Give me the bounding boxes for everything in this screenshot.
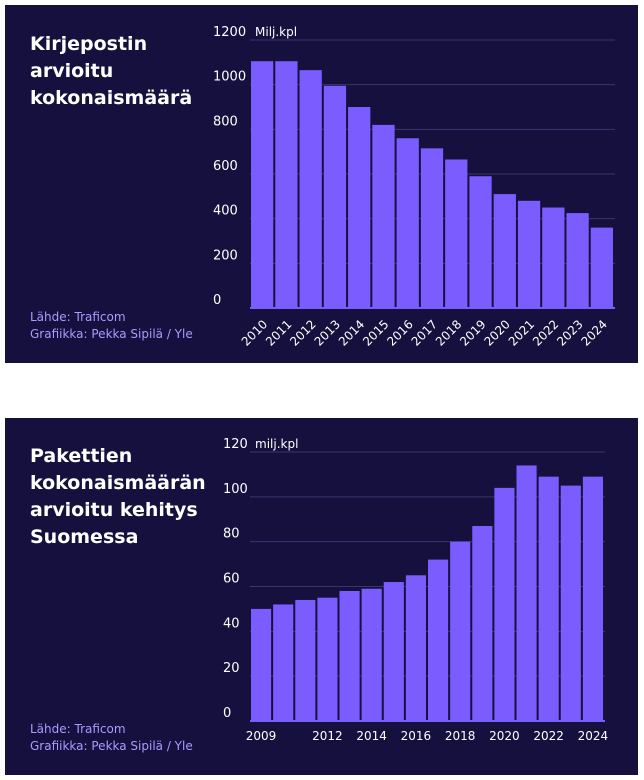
x-tick-label: 2022 bbox=[533, 729, 564, 743]
x-tick-label: 2016 bbox=[401, 729, 432, 743]
bar-2014 bbox=[348, 107, 371, 308]
chart-title: Pakettien kokonaismäärän arvioitu kehity… bbox=[30, 443, 210, 551]
title-line: Kirjepostin bbox=[30, 33, 148, 55]
bar-2011 bbox=[275, 61, 298, 308]
bar-2018 bbox=[445, 159, 468, 308]
bar-2022 bbox=[538, 476, 559, 721]
y-tick-label: 1200 bbox=[213, 25, 246, 40]
y-tick-label: 40 bbox=[223, 616, 240, 631]
y-tick-label: 600 bbox=[213, 159, 238, 174]
x-tick-label: 2012 bbox=[312, 729, 343, 743]
bar-2012 bbox=[299, 70, 322, 309]
bar-2019 bbox=[469, 176, 492, 308]
bar-2015 bbox=[372, 124, 395, 308]
y-tick-label: 60 bbox=[223, 572, 240, 587]
x-tick-label: 2014 bbox=[336, 317, 367, 348]
x-tick-label: 2018 bbox=[445, 729, 476, 743]
bar-2021 bbox=[516, 465, 537, 721]
unit-label: Milj.kpl bbox=[255, 25, 297, 39]
title-line: Suomessa bbox=[30, 526, 139, 548]
bar-2011 bbox=[295, 599, 316, 721]
y-tick-label: 800 bbox=[213, 114, 238, 129]
credit-text: Grafiikka: Pekka Sipilä / Yle bbox=[30, 739, 193, 753]
title-line: Pakettien bbox=[30, 445, 133, 467]
x-tick-label: 2014 bbox=[356, 729, 387, 743]
title-line: arvioitu kehitys bbox=[30, 499, 198, 521]
source-note: Lähde: Traficom Grafiikka: Pekka Sipilä … bbox=[30, 721, 193, 755]
x-tick-label: 2022 bbox=[530, 317, 561, 348]
bar-2012 bbox=[317, 597, 338, 721]
bar-2009 bbox=[251, 608, 272, 721]
title-line: kokonaismäärän bbox=[30, 472, 206, 494]
x-tick-label: 2015 bbox=[360, 317, 391, 348]
y-tick-label: 400 bbox=[213, 204, 238, 219]
credit-text: Grafiikka: Pekka Sipilä / Yle bbox=[30, 327, 193, 341]
source-text: Lähde: Traficom bbox=[30, 310, 126, 324]
y-tick-label: 200 bbox=[213, 248, 238, 263]
y-tick-label: 100 bbox=[223, 482, 248, 497]
bar-2022 bbox=[542, 207, 565, 308]
bar-2017 bbox=[428, 559, 449, 721]
source-text: Lähde: Traficom bbox=[30, 722, 126, 736]
bar-2024 bbox=[590, 227, 613, 308]
x-tick-label: 2012 bbox=[287, 317, 318, 348]
parcel-bar-chart: 0 20 40 60 80 100 120 milj.kpl 2009 2012 2014 2016 2… bbox=[223, 437, 609, 743]
x-tick-label: 2018 bbox=[433, 317, 464, 348]
y-tick-label: 0 bbox=[223, 706, 231, 721]
bar-2010 bbox=[273, 604, 294, 721]
bar-2019 bbox=[472, 525, 493, 721]
x-tick-label: 2023 bbox=[554, 317, 585, 348]
x-tick-label: 2016 bbox=[384, 317, 415, 348]
y-tick-label: 20 bbox=[223, 661, 240, 676]
y-tick-label: 1000 bbox=[213, 70, 246, 85]
bar-2015 bbox=[383, 582, 404, 721]
x-tick-label: 2010 bbox=[239, 317, 270, 348]
unit-label: milj.kpl bbox=[255, 437, 298, 451]
parcel-chart-panel: Pakettien kokonaismäärän arvioitu kehity… bbox=[5, 418, 638, 775]
x-tick-label: 2017 bbox=[409, 317, 440, 348]
letter-post-chart-panel: Kirjepostin arvioitu kokonaismäärä Lähde… bbox=[5, 5, 638, 363]
x-tick-label: 2019 bbox=[457, 317, 488, 348]
source-note: Lähde: Traficom Grafiikka: Pekka Sipilä … bbox=[30, 309, 193, 343]
bar-2020 bbox=[494, 487, 515, 721]
bar-2013 bbox=[339, 590, 360, 721]
title-line: arvioitu bbox=[30, 60, 114, 82]
x-tick-label: 2021 bbox=[506, 317, 537, 348]
x-tick-label: 2024 bbox=[578, 317, 609, 348]
x-tick-label: 2009 bbox=[246, 729, 277, 743]
chart-title: Kirjepostin arvioitu kokonaismäärä bbox=[30, 31, 210, 112]
y-tick-label: 120 bbox=[223, 437, 248, 452]
y-tick-label: 80 bbox=[223, 527, 240, 542]
bar-2016 bbox=[396, 138, 419, 308]
bar-2013 bbox=[323, 85, 347, 309]
title-line: kokonaismäärä bbox=[30, 87, 193, 109]
bar-2021 bbox=[517, 200, 541, 308]
bar-2014 bbox=[361, 588, 382, 721]
bar-2020 bbox=[493, 194, 516, 308]
bar-2023 bbox=[566, 213, 589, 308]
bar-2018 bbox=[450, 541, 471, 721]
x-tick-label: 2011 bbox=[263, 317, 294, 348]
x-tick-label: 2013 bbox=[312, 317, 343, 348]
bar-2024 bbox=[582, 476, 603, 721]
bar-2017 bbox=[420, 148, 444, 308]
x-tick-label: 2020 bbox=[489, 729, 520, 743]
bar-2010 bbox=[251, 61, 274, 308]
x-tick-label: 2024 bbox=[578, 729, 609, 743]
y-tick-label: 0 bbox=[213, 293, 221, 308]
x-tick-label: 2020 bbox=[481, 317, 512, 348]
bar-2023 bbox=[560, 485, 581, 721]
bar-2016 bbox=[405, 575, 426, 721]
